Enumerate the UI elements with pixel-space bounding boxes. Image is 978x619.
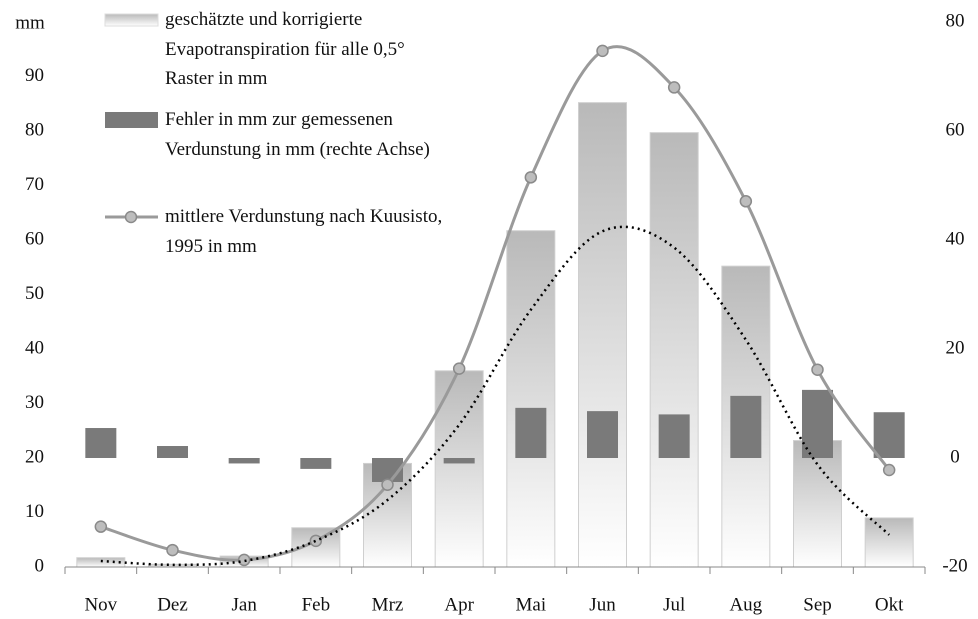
y-tick-label: 50	[25, 283, 44, 304]
line-marker	[166, 543, 179, 557]
bar	[587, 411, 618, 458]
y-axis-label: mm	[15, 12, 45, 33]
line	[100, 45, 891, 562]
line-marker	[882, 463, 896, 477]
y-tick-label: 10	[25, 501, 44, 522]
x-tick-label: Feb	[302, 594, 331, 615]
line-marker	[811, 363, 824, 376]
y-tick-label: 60	[25, 228, 44, 249]
bar	[76, 557, 126, 568]
y2-tick-label: 60	[946, 119, 965, 140]
y2-tick-label: 20	[946, 337, 965, 358]
bar	[658, 414, 690, 458]
x-tick-label: Okt	[875, 594, 904, 615]
x-tick-label: Jul	[663, 594, 685, 615]
bar	[515, 407, 547, 458]
y-tick-label: 40	[25, 337, 44, 358]
bar	[443, 458, 475, 464]
line-marker	[452, 362, 466, 375]
line-marker	[381, 478, 394, 491]
legend-label: geschätzte und korrigierte Evapotranspir…	[165, 9, 405, 89]
line-marker	[237, 553, 251, 567]
legend-swatch	[124, 210, 138, 224]
bar	[802, 389, 833, 458]
legend-swatch	[105, 112, 158, 128]
line-marker	[667, 81, 681, 94]
y-tick-label: 90	[25, 65, 44, 86]
bar	[228, 458, 260, 464]
bar	[730, 395, 762, 458]
bar	[506, 230, 556, 568]
bar	[157, 446, 188, 458]
bar	[649, 132, 699, 568]
bar	[300, 458, 332, 469]
y-tick-label: 70	[25, 174, 44, 195]
y-tick-label: 80	[25, 119, 44, 140]
x-tick-label: Aug	[729, 594, 762, 615]
x-tick-label: Nov	[84, 594, 117, 615]
y-tick-label: 0	[35, 555, 45, 576]
x-tick-label: Apr	[444, 594, 474, 615]
bar	[873, 412, 905, 458]
y2-tick-label: 0	[950, 446, 960, 467]
legend-label: Fehler in mm zur gemessenen Verdunstung …	[165, 109, 430, 160]
y-tick-label: 30	[25, 392, 44, 413]
bar	[85, 428, 117, 458]
bar	[864, 517, 914, 568]
x-tick-label: Sep	[803, 594, 832, 615]
legend-swatch	[104, 13, 159, 27]
y2-tick-label: 80	[946, 10, 965, 31]
line-marker	[596, 44, 609, 58]
x-tick-label: Dez	[157, 594, 188, 615]
line-marker	[524, 171, 538, 184]
line-marker	[94, 520, 108, 533]
x-tick-label: Mai	[516, 594, 547, 615]
y2-tick-label: -20	[942, 555, 967, 576]
x-tick-label: Jan	[232, 594, 258, 615]
bar	[578, 102, 627, 568]
line-marker	[309, 534, 323, 548]
y2-tick-label: 40	[946, 228, 965, 249]
y-tick-label: 20	[25, 446, 44, 467]
x-tick-label: Mrz	[372, 594, 404, 615]
bar	[793, 440, 842, 568]
legend-label: mittlere Verdunstung nach Kuusisto, 1995…	[165, 206, 443, 257]
x-tick-label: Jun	[589, 594, 616, 615]
line-marker	[739, 195, 753, 208]
